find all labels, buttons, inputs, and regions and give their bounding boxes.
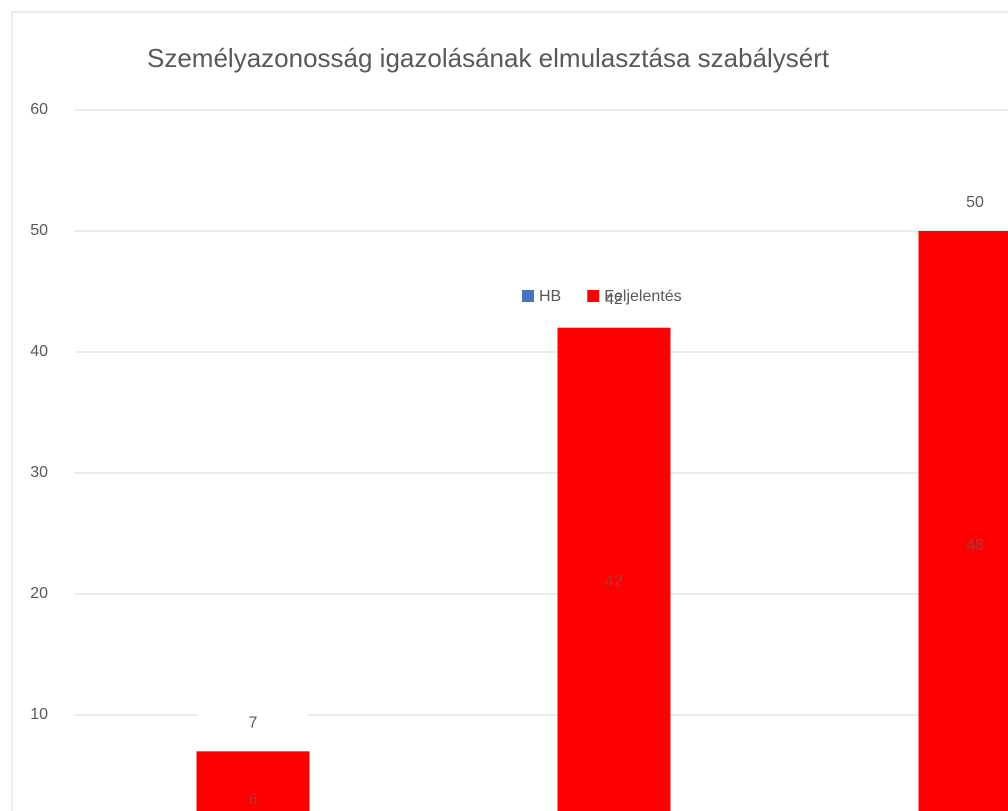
bar (918, 231, 1008, 811)
y-tick-label: 30 (30, 464, 48, 481)
legend-label: Feljelentés (604, 288, 681, 305)
data-label: 42 (605, 573, 623, 590)
y-tick-label: 20 (30, 585, 48, 602)
legend-label: HB (539, 288, 561, 305)
data-label: 48 (966, 537, 984, 554)
legend-swatch (587, 290, 600, 302)
y-tick-label: 60 (30, 101, 48, 118)
data-label: 7 (249, 715, 258, 732)
data-label: 42 (605, 291, 623, 308)
bar (196, 751, 310, 811)
data-label: 50 (966, 194, 984, 211)
bar (557, 327, 671, 811)
label-bg (559, 288, 669, 311)
label-bg (920, 192, 1008, 214)
y-tick-label: 10 (30, 706, 48, 723)
legend-swatch (522, 290, 534, 302)
chart-title: Személyazonosság igazolásának elmulasztá… (147, 43, 830, 73)
chart-border (11, 11, 1008, 811)
label-bg (198, 712, 308, 735)
data-label: 6 (249, 791, 258, 808)
y-tick-label: 50 (30, 222, 48, 239)
y-tick-label: 40 (30, 343, 48, 360)
